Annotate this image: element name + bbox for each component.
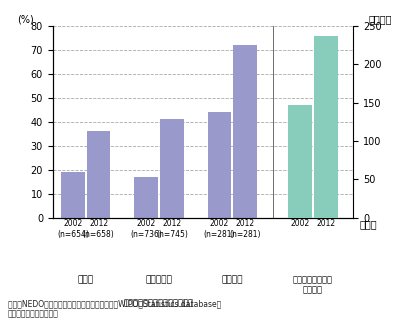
Text: 電気機器: 電気機器 xyxy=(221,275,243,284)
Text: 産業用機械: 産業用機械 xyxy=(145,275,172,284)
Text: （年）: （年） xyxy=(358,220,376,230)
Bar xyxy=(86,131,110,218)
Text: 自動車: 自動車 xyxy=(77,275,94,284)
Bar xyxy=(313,36,337,218)
Text: (%): (%) xyxy=(17,14,33,24)
Bar xyxy=(288,105,311,218)
Text: （万件）: （万件） xyxy=(368,14,391,24)
Bar xyxy=(61,172,85,218)
Text: 資料：NEDO「オープンイノベーション白書」、WIPO「Statistics database」
　から経済産業省作成。: 資料：NEDO「オープンイノベーション白書」、WIPO「Statistics d… xyxy=(8,299,221,318)
Bar xyxy=(232,45,256,218)
Bar xyxy=(207,112,231,218)
Text: 製品寿命が３年以下の製品割合: 製品寿命が３年以下の製品割合 xyxy=(124,298,194,307)
Bar xyxy=(134,177,158,218)
Text: 世界の特許出願数
（右軸）: 世界の特許出願数 （右軸） xyxy=(292,275,332,295)
Bar xyxy=(160,120,183,218)
